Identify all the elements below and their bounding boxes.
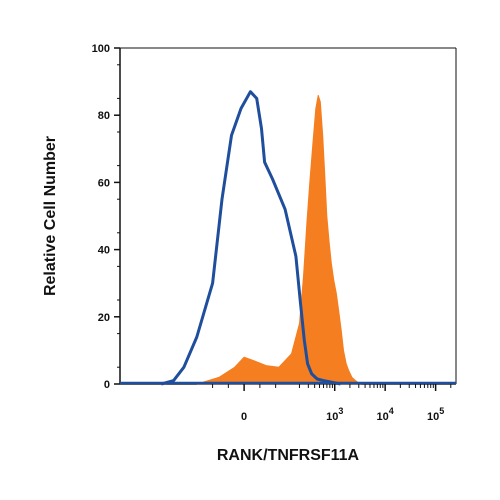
x-tick-label: 103 xyxy=(326,406,343,423)
series-0-filled-histogram xyxy=(196,94,362,385)
y-axis-ticks: 0 20 40 60 80 100 xyxy=(92,43,120,391)
y-tick-label: 80 xyxy=(98,110,110,122)
series-layer xyxy=(120,90,456,386)
plot-area: 0 20 40 60 80 100 0 103 104 105 xyxy=(92,43,457,423)
series-1-outline-histogram xyxy=(160,90,341,386)
y-tick-label: 60 xyxy=(98,177,110,189)
y-tick-label: 0 xyxy=(104,379,110,391)
y-tick-label: 20 xyxy=(98,312,110,324)
x-tick-label: 104 xyxy=(377,406,394,423)
x-axis-title: RANK/TNFRSF11A xyxy=(217,447,360,464)
x-tick-label: 105 xyxy=(427,406,444,423)
x-tick-label: 0 xyxy=(241,411,247,423)
y-axis-title: Relative Cell Number xyxy=(42,136,59,296)
x-axis-ticks: 0 103 104 105 xyxy=(212,384,452,423)
y-tick-label: 100 xyxy=(92,43,110,55)
y-tick-label: 40 xyxy=(98,245,110,257)
